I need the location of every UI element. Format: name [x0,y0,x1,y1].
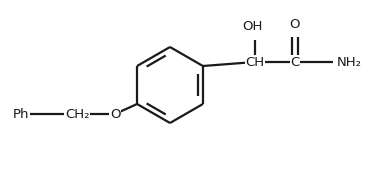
Text: O: O [110,107,120,121]
Text: OH: OH [243,20,263,33]
Text: C: C [290,56,300,69]
Text: CH₂: CH₂ [65,107,89,121]
Text: CH: CH [246,56,265,69]
Text: Ph: Ph [13,107,29,121]
Text: O: O [290,18,300,31]
Text: NH₂: NH₂ [336,56,362,69]
